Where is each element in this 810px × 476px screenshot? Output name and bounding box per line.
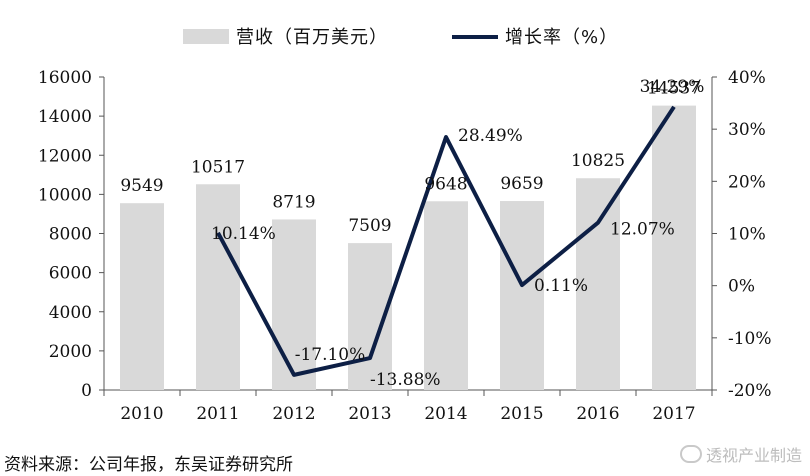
growth-value-label: 0.11% bbox=[534, 276, 588, 296]
growth-value-label: 10.14% bbox=[211, 224, 276, 244]
growth-value-label: -17.10% bbox=[295, 345, 366, 365]
revenue-bar bbox=[652, 105, 696, 390]
bar-value-label: 10517 bbox=[191, 157, 245, 177]
growth-value-label: 28.49% bbox=[458, 126, 523, 146]
x-tick-label: 2012 bbox=[272, 404, 315, 424]
y-left-tick-label: 6000 bbox=[49, 264, 92, 284]
x-tick-label: 2010 bbox=[120, 404, 163, 424]
revenue-bar bbox=[576, 178, 620, 390]
y-left-tick-label: 10000 bbox=[38, 185, 92, 205]
wechat-icon bbox=[679, 445, 702, 463]
data-labels: 9549 10517 8719 7509 9648 9659 10825 14537 10.14… bbox=[120, 77, 704, 390]
bar-value-label: 9549 bbox=[120, 176, 163, 196]
bar-value-label: 9659 bbox=[500, 174, 543, 194]
y-left-tick-label: 0 bbox=[81, 381, 92, 401]
y-right-tick-label: -20% bbox=[728, 381, 772, 401]
revenue-bar bbox=[272, 219, 316, 390]
y-left-tick-label: 12000 bbox=[38, 146, 92, 166]
bar-value-label: 9648 bbox=[424, 174, 467, 194]
growth-line bbox=[216, 105, 676, 377]
bar-value-label: 10825 bbox=[571, 151, 625, 171]
watermark-text: 透视产业制造 bbox=[705, 446, 802, 465]
bar-value-label: 7509 bbox=[348, 216, 391, 236]
x-tick-label: 2017 bbox=[652, 404, 695, 424]
watermark: 透视产业制造 bbox=[679, 442, 802, 466]
x-tick-label: 2014 bbox=[424, 404, 467, 424]
bar-value-label: 14537 bbox=[647, 79, 701, 99]
axes: 0 2000 4000 6000 8000 10000 12000 14000 16000 -20… bbox=[38, 68, 772, 424]
x-tick-label: 2011 bbox=[196, 404, 239, 424]
y-right-tick-label: 10% bbox=[728, 225, 766, 245]
revenue-bar bbox=[196, 184, 240, 390]
legend-label-revenue: 营收（百万美元） bbox=[236, 27, 388, 48]
legend-label-growth: 增长率（%） bbox=[505, 27, 618, 48]
bar-value-label: 8719 bbox=[272, 192, 315, 212]
y-right-tick-label: 0% bbox=[728, 277, 755, 297]
y-right-tick-label: 20% bbox=[728, 172, 766, 192]
revenue-bar bbox=[424, 201, 468, 390]
bars bbox=[120, 105, 696, 390]
x-tick-label: 2015 bbox=[500, 404, 543, 424]
y-left-tick-label: 4000 bbox=[49, 303, 92, 323]
growth-value-label: 12.07% bbox=[610, 220, 675, 240]
y-right-tick-label: 30% bbox=[728, 120, 766, 140]
growth-value-label: -13.88% bbox=[370, 370, 441, 390]
legend: 营收（百万美元） 增长率（%） bbox=[183, 27, 618, 48]
revenue-bar bbox=[120, 203, 164, 390]
y-left-tick-label: 16000 bbox=[38, 68, 92, 88]
x-tick-label: 2016 bbox=[576, 404, 619, 424]
y-left-tick-label: 14000 bbox=[38, 107, 92, 127]
growth-value-label: 34.29% bbox=[640, 77, 705, 97]
revenue-bar bbox=[500, 201, 544, 390]
legend-bar-swatch bbox=[183, 29, 229, 44]
y-left-tick-label: 8000 bbox=[49, 225, 92, 245]
y-left-tick-label: 2000 bbox=[49, 342, 92, 362]
y-right-tick-label: 40% bbox=[728, 68, 766, 88]
y-right-tick-label: -10% bbox=[728, 329, 772, 349]
x-tick-label: 2013 bbox=[348, 404, 391, 424]
source-note: 资料来源：公司年报，东吴证券研究所 bbox=[4, 455, 293, 475]
